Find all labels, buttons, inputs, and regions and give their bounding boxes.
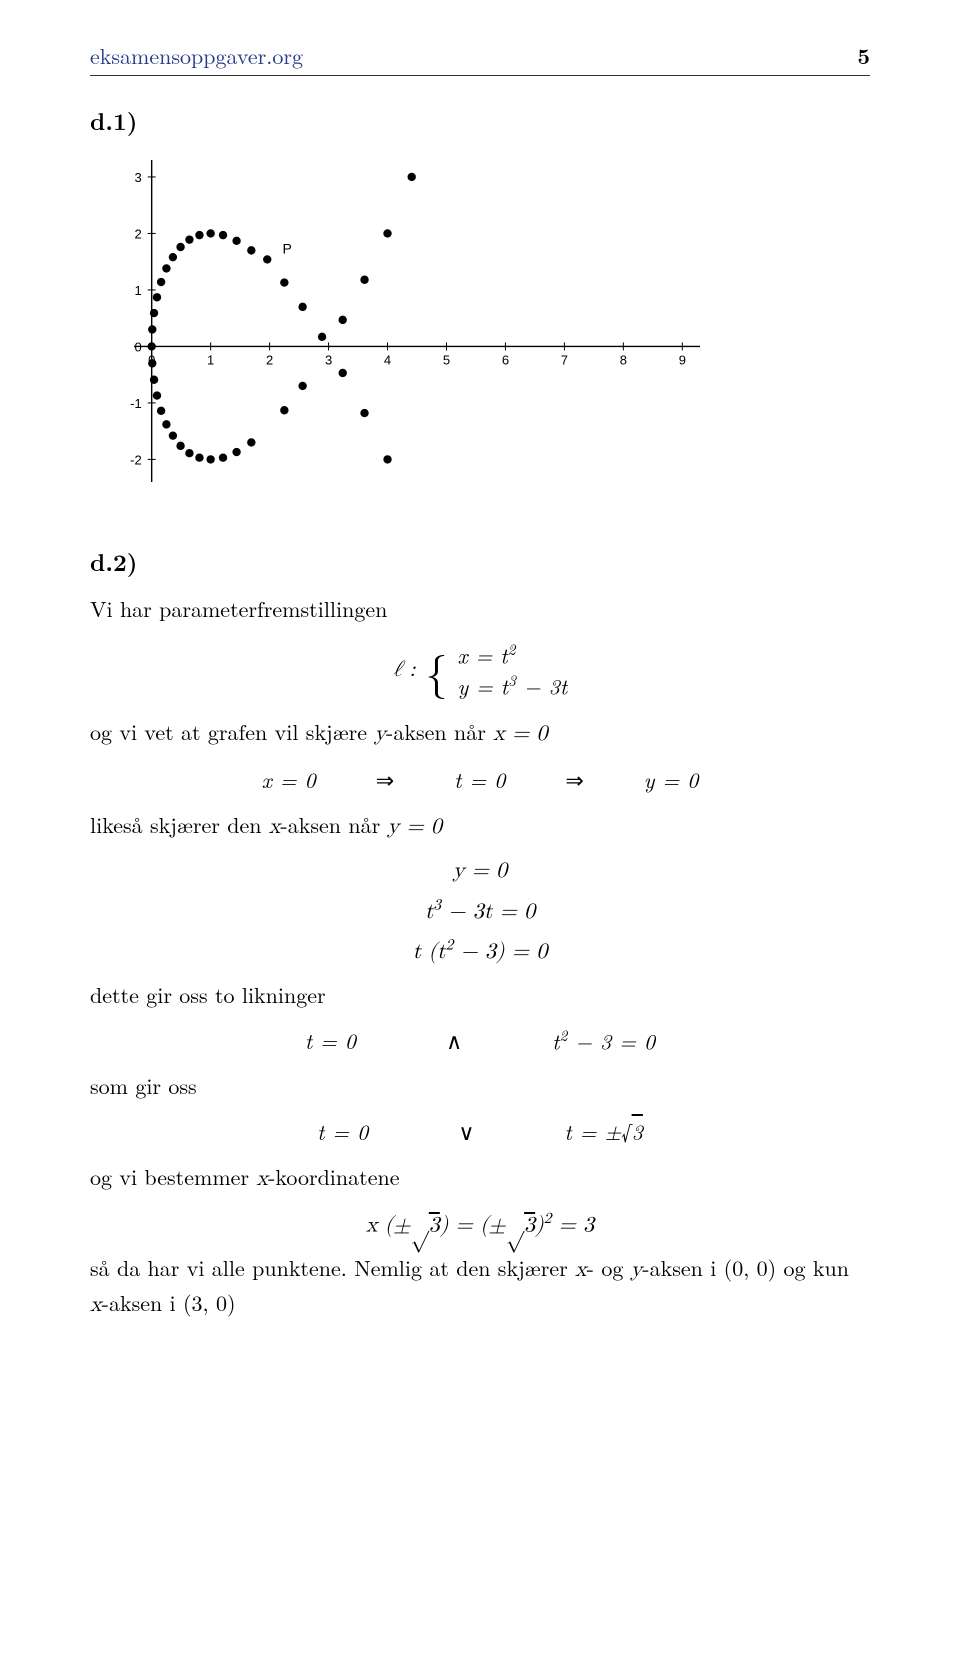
svg-text:4: 4: [384, 352, 391, 367]
svg-text:6: 6: [502, 352, 509, 367]
intro-text: Vi har parameterfremstillingen: [90, 593, 870, 625]
impl-b: t = 0: [454, 764, 505, 795]
svg-text:P: P: [283, 240, 292, 256]
svg-text:1: 1: [134, 283, 141, 298]
site-link[interactable]: eksamensoppgaver.org: [90, 40, 303, 71]
scatter-chart: 0123456789-2-11230P: [90, 150, 870, 515]
section-heading-d2: d.2): [90, 545, 870, 579]
eq-cubic: t3 − 3t = 0: [90, 896, 870, 924]
svg-text:-2: -2: [130, 452, 142, 467]
svg-text:3: 3: [134, 170, 141, 185]
yaxis-sentence: og vi vet at grafen vil skjære y-aksen n…: [90, 716, 870, 751]
or-row: t = 0 ∨ t = ±√3: [90, 1116, 870, 1147]
chart-svg: 0123456789-2-11230P: [90, 150, 710, 510]
and-a: t = 0: [305, 1025, 356, 1056]
and-symbol: ∧: [446, 1025, 462, 1056]
arrow-1: ⇒: [376, 764, 394, 795]
final-sentence: så da har vi alle punktene. Nemlig at de…: [90, 1252, 870, 1322]
svg-text:1: 1: [207, 352, 214, 367]
section-heading-d1: d.1): [90, 104, 870, 138]
bestemmer-text: og vi bestemmer x-koordinatene: [90, 1161, 870, 1196]
xcoord-eq: x (±√3) = (±√3)2 = 3: [90, 1210, 870, 1238]
impl-a: x = 0: [262, 764, 316, 795]
ell-label: ℓ :: [393, 657, 416, 683]
svg-text:-1: -1: [130, 396, 142, 411]
or-a: t = 0: [317, 1116, 368, 1147]
svg-text:9: 9: [679, 352, 686, 367]
svg-text:7: 7: [561, 352, 568, 367]
implication-row-1: x = 0 ⇒ t = 0 ⇒ y = 0: [90, 764, 870, 795]
or-symbol: ∨: [458, 1116, 474, 1147]
svg-text:5: 5: [443, 352, 450, 367]
and-row: t = 0 ∧ t2 − 3 = 0: [90, 1025, 870, 1056]
som-gir-text: som gir oss: [90, 1070, 870, 1102]
param-equations: x = t2 y = t3 − 3t: [457, 639, 567, 702]
page-header: eksamensoppgaver.org 5: [90, 40, 870, 76]
svg-text:2: 2: [266, 352, 273, 367]
page: eksamensoppgaver.org 5 d.1) 0 1 2 3 4 5 6 7 8 9 -2…: [0, 0, 960, 1666]
page-number: 5: [857, 40, 870, 71]
xaxis-sentence: likeså skjærer den x-aksen når y = 0: [90, 809, 870, 844]
or-b: t = ±√3: [564, 1116, 642, 1147]
param-y: y = t3 − 3t: [457, 670, 567, 701]
param-x: x = t2: [457, 639, 515, 670]
left-brace: {: [425, 648, 447, 692]
and-b: t2 − 3 = 0: [552, 1025, 655, 1056]
eq-y0: y = 0: [90, 858, 870, 884]
svg-text:8: 8: [620, 352, 627, 367]
parametric-system: ℓ : { x = t2 y = t3 − 3t: [90, 639, 870, 702]
two-eq-text: dette gir oss to likninger: [90, 979, 870, 1011]
arrow-2: ⇒: [565, 764, 583, 795]
svg-text:3: 3: [325, 352, 332, 367]
eq-factor: t (t2 − 3) = 0: [90, 937, 870, 965]
impl-c: y = 0: [644, 764, 699, 795]
svg-text:2: 2: [134, 226, 141, 241]
svg-text:0: 0: [134, 339, 141, 354]
